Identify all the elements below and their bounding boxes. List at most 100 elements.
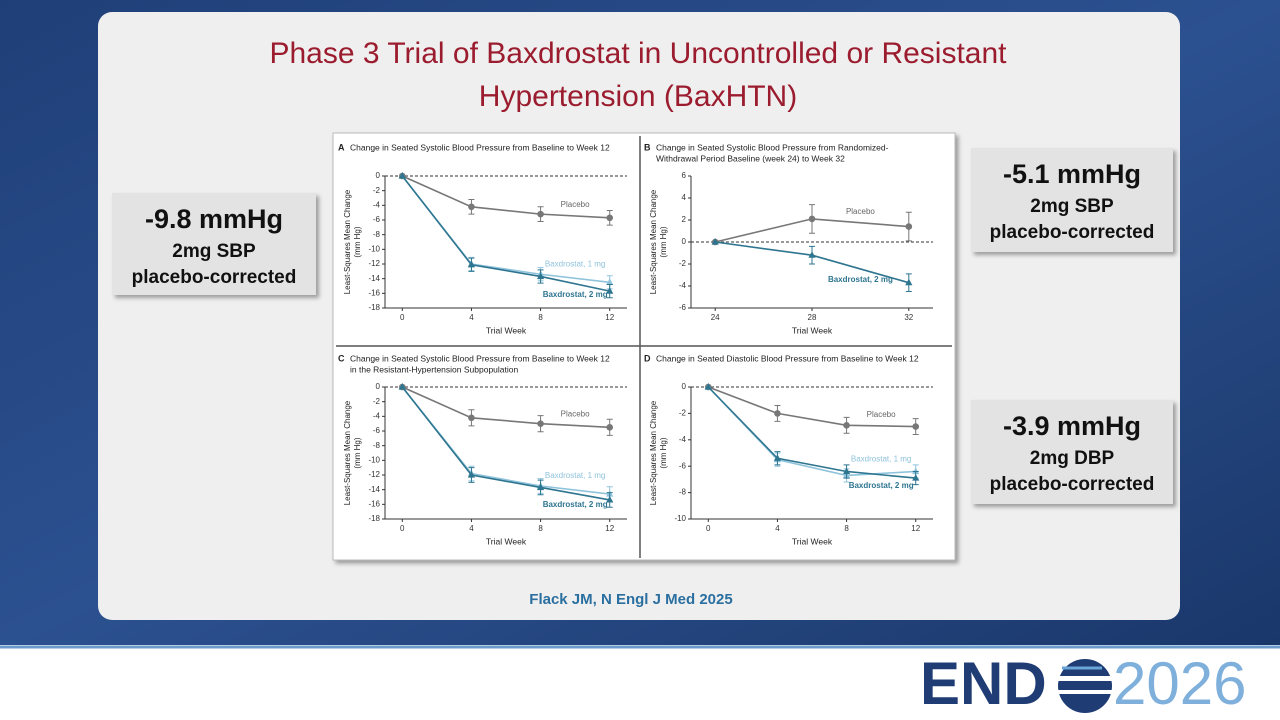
y-tick-label: -2 — [373, 397, 381, 406]
series-line — [707, 386, 916, 479]
x-tick-label: 12 — [605, 524, 614, 533]
data-point — [774, 410, 781, 417]
panel-title: Change in Seated Systolic Blood Pressure… — [350, 142, 610, 152]
panel-letter: A — [338, 142, 345, 152]
y-tick-label: 0 — [376, 171, 381, 180]
x-tick-label: 32 — [904, 313, 913, 322]
y-axis-title: (mm Hg) — [659, 437, 668, 468]
series-label: Placebo — [561, 200, 590, 209]
data-point — [808, 215, 816, 223]
data-point — [467, 260, 476, 268]
y-tick-label: -16 — [368, 499, 380, 508]
panel-title: Withdrawal Period Baseline (week 24) to … — [656, 153, 845, 163]
data-point — [606, 278, 614, 285]
panel-title: in the Resistant-Hypertension Subpopulat… — [350, 364, 518, 374]
panel-title: Change in Seated Systolic Blood Pressure… — [350, 353, 610, 363]
y-axis-title: Least-Squares Mean Change — [649, 189, 658, 294]
panel-letter: D — [644, 353, 651, 363]
data-point — [536, 272, 545, 280]
data-point — [843, 421, 850, 429]
y-axis-title: Least-Squares Mean Change — [649, 400, 658, 505]
callout-line: 2mg SBP — [1030, 196, 1114, 217]
callout-box — [971, 148, 1173, 252]
y-tick-label: -12 — [368, 259, 380, 268]
panel-letter: C — [338, 353, 345, 363]
x-tick-label: 28 — [808, 313, 817, 322]
y-tick-label: -6 — [373, 426, 381, 435]
y-axis-title: (mm Hg) — [659, 226, 668, 257]
panel-title: Change in Seated Diastolic Blood Pressur… — [656, 353, 919, 363]
x-tick-label: 8 — [844, 524, 849, 533]
y-axis-title: Least-Squares Mean Change — [343, 400, 352, 505]
data-point — [468, 203, 475, 211]
x-axis-title: Trial Week — [792, 536, 833, 546]
y-tick-label: -14 — [368, 274, 380, 283]
y-tick-label: -4 — [373, 200, 381, 209]
x-tick-label: 12 — [911, 524, 920, 533]
panel-letter: B — [644, 142, 651, 152]
x-tick-label: 24 — [711, 313, 720, 322]
y-tick-label: 2 — [682, 215, 687, 224]
y-tick-label: -18 — [368, 303, 380, 312]
data-point — [536, 483, 545, 491]
series-label: Baxdrostat, 2 mg — [849, 481, 914, 490]
series-label: Baxdrostat, 1 mg — [545, 471, 605, 480]
series-line — [401, 175, 610, 292]
callout-line: placebo-corrected — [990, 474, 1155, 495]
y-tick-label: -8 — [679, 488, 687, 497]
logo-globe — [1056, 659, 1114, 713]
y-tick-label: -6 — [373, 215, 381, 224]
y-tick-label: 4 — [682, 193, 687, 202]
data-point — [398, 383, 406, 390]
x-axis-title: Trial Week — [792, 325, 833, 335]
series-line — [401, 386, 610, 429]
callout-line: placebo-corrected — [132, 267, 297, 288]
series-line — [401, 175, 610, 219]
y-tick-label: -6 — [679, 461, 687, 470]
data-point — [905, 223, 913, 230]
panel-title: Change in Seated Systolic Blood Pressure… — [656, 142, 889, 152]
callout-line: 2mg SBP — [172, 241, 256, 262]
series-label: Placebo — [867, 410, 896, 419]
x-tick-label: 4 — [469, 313, 474, 322]
data-point — [398, 172, 406, 179]
series-label: Baxdrostat, 2 mg — [543, 290, 608, 299]
series-label: Placebo — [846, 207, 875, 216]
y-tick-label: -4 — [679, 435, 687, 444]
y-tick-label: -8 — [373, 441, 381, 450]
data-point — [467, 471, 476, 478]
data-point — [606, 424, 614, 431]
data-point — [808, 251, 816, 258]
data-point — [912, 474, 920, 481]
x-tick-label: 8 — [538, 313, 543, 322]
series-label: Baxdrostat, 2 mg — [543, 500, 608, 509]
series-label: Placebo — [561, 410, 590, 419]
data-point — [842, 467, 851, 475]
y-tick-label: -2 — [373, 186, 381, 195]
y-tick-label: -12 — [368, 470, 380, 479]
y-tick-label: 6 — [682, 171, 687, 180]
series-line — [401, 386, 610, 501]
data-point — [711, 238, 719, 245]
callout-line: 2mg DBP — [1030, 448, 1115, 469]
data-point — [468, 414, 475, 422]
y-tick-label: 0 — [682, 237, 687, 246]
y-tick-label: -10 — [368, 244, 380, 253]
data-point — [606, 287, 614, 294]
y-tick-label: -16 — [368, 288, 380, 297]
callout-value: -5.1 mmHg — [1003, 159, 1141, 189]
callout-box — [112, 193, 316, 295]
x-tick-label: 0 — [400, 524, 405, 533]
y-tick-label: -18 — [368, 514, 380, 523]
y-axis-title: (mm Hg) — [353, 437, 362, 468]
y-tick-label: -2 — [679, 259, 687, 268]
x-tick-label: 12 — [605, 313, 614, 322]
y-tick-label: -14 — [368, 485, 380, 494]
series-line — [708, 386, 916, 428]
slide-title: Phase 3 Trial of Baxdrostat in Uncontrol… — [269, 37, 1007, 70]
data-point — [704, 383, 712, 390]
callout-line: placebo-corrected — [990, 222, 1155, 243]
logo-text: END — [920, 650, 1047, 717]
